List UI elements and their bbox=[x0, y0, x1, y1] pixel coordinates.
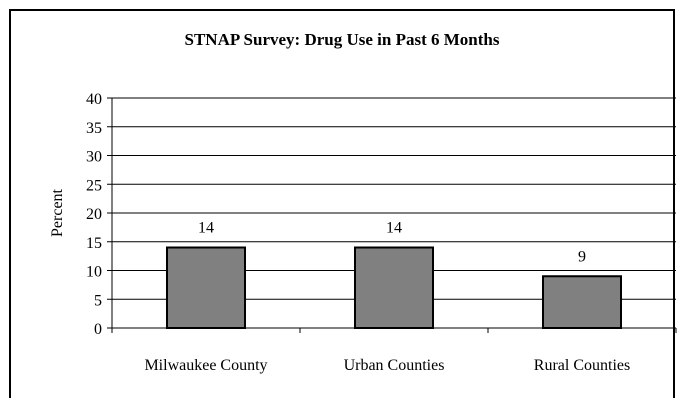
x-tick-label: Milwaukee County bbox=[144, 357, 267, 374]
y-tick-label: 20 bbox=[86, 206, 102, 223]
y-tick-label: 5 bbox=[94, 292, 102, 309]
y-tick-label: 40 bbox=[86, 91, 102, 108]
data-label: 14 bbox=[198, 220, 214, 237]
bar bbox=[542, 275, 622, 329]
y-tick-label: 30 bbox=[86, 149, 102, 166]
y-axis-label: Percent bbox=[49, 188, 66, 237]
labels: 0 5 10 15 20 25 30 35 40 14 Milwaukee County 14 Urba… bbox=[86, 91, 630, 374]
y-tick-label: 25 bbox=[86, 177, 102, 194]
y-tick-label: 35 bbox=[86, 120, 102, 137]
bar bbox=[354, 246, 434, 329]
chart-title: STNAP Survey: Drug Use in Past 6 Months bbox=[185, 30, 500, 49]
data-label: 9 bbox=[578, 248, 586, 265]
chart-frame bbox=[9, 9, 675, 398]
y-tick-label: 15 bbox=[86, 235, 102, 252]
data-label: 14 bbox=[386, 220, 402, 237]
x-tick-label: Urban Counties bbox=[344, 357, 445, 374]
y-tick-label: 0 bbox=[94, 321, 102, 338]
bar bbox=[166, 246, 246, 329]
y-tick-label: 10 bbox=[86, 264, 102, 281]
x-tick-label: Rural Counties bbox=[534, 357, 630, 374]
bars bbox=[166, 246, 622, 329]
